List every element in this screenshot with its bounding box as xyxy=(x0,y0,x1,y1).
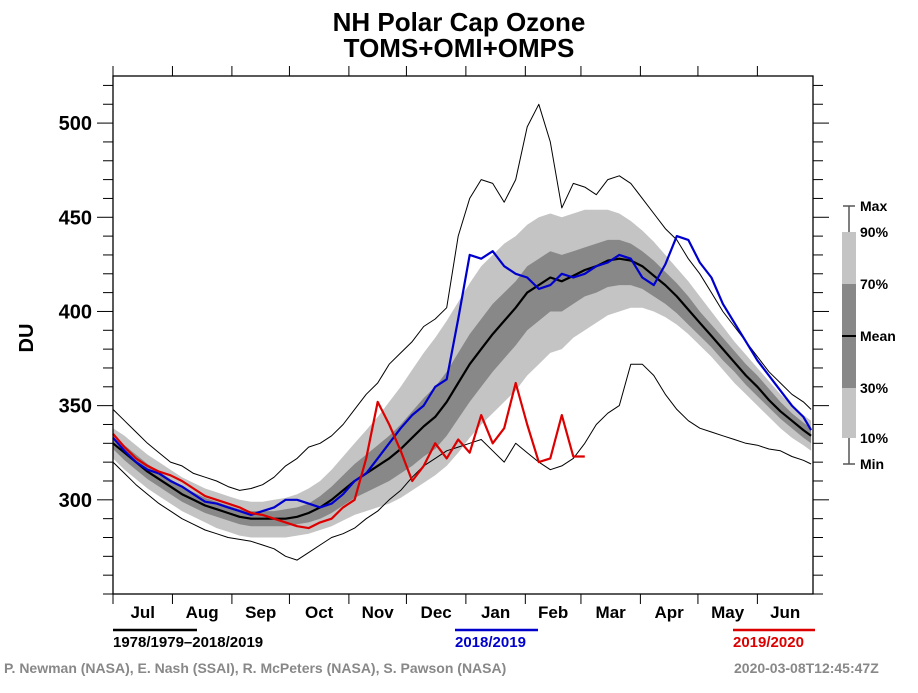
month-label-feb: Feb xyxy=(538,603,568,622)
series-line-2019-2020 xyxy=(112,381,585,530)
y-axis-label: DU xyxy=(16,324,38,353)
y-tick-label: 400 xyxy=(59,301,92,323)
y-tick-label: 450 xyxy=(59,207,92,229)
band-30-70-percentile xyxy=(113,239,812,527)
month-label-may: May xyxy=(711,603,745,622)
month-label-mar: Mar xyxy=(596,603,627,622)
month-label-aug: Aug xyxy=(186,603,219,622)
month-label-oct: Oct xyxy=(305,603,334,622)
legend-key-label: Min xyxy=(860,456,884,472)
legend-key-label: 10% xyxy=(860,430,889,446)
max-line xyxy=(112,103,812,491)
series-line-2018-2019 xyxy=(112,235,813,516)
month-label-apr: Apr xyxy=(655,603,685,622)
legend-key-label: 70% xyxy=(860,276,889,292)
y-tick-label: 350 xyxy=(59,396,92,418)
percentile-legend: Max 90% 70% Mean 30% 10% Min xyxy=(842,198,896,472)
chart-title: NH Polar Cap Ozone xyxy=(332,7,586,37)
legend-label-climatology: 1978/1979–2018/2019 xyxy=(113,634,264,651)
month-label-jan: Jan xyxy=(481,603,510,622)
chart-subtitle: TOMS+OMI+OMPS xyxy=(343,33,575,63)
y-tick-label: 500 xyxy=(59,113,92,135)
credits: P. Newman (NASA), E. Nash (SSAI), R. McP… xyxy=(4,660,507,676)
legend-key-label: Max xyxy=(860,198,887,214)
y-tick-label: 300 xyxy=(59,490,92,512)
plot-frame xyxy=(112,75,814,595)
legend-key-label: 90% xyxy=(860,224,889,240)
legend-label-2018-2019: 2018/2019 xyxy=(455,634,526,651)
mean-line xyxy=(112,257,812,520)
legend-key-label: 30% xyxy=(860,380,889,396)
month-label-nov: Nov xyxy=(362,603,395,622)
month-label-sep: Sep xyxy=(245,603,276,622)
legend-key-label: Mean xyxy=(860,328,896,344)
timestamp: 2020-03-08T12:45:47Z xyxy=(734,660,879,676)
month-label-jun: Jun xyxy=(770,603,800,622)
month-label-jul: Jul xyxy=(130,603,155,622)
legend-label-2019-2020: 2019/2020 xyxy=(733,634,804,651)
month-label-dec: Dec xyxy=(421,603,452,622)
